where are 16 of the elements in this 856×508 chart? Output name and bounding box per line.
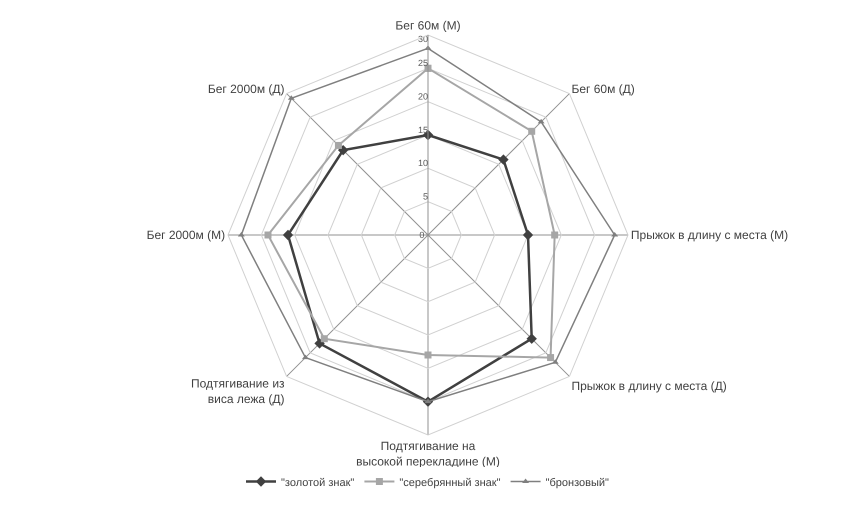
spoke-label: Прыжок в длину с места (М) bbox=[630, 228, 788, 242]
legend-label: "бронзовый" bbox=[546, 476, 610, 489]
spoke-label: Прыжок в длину с места (Д) bbox=[571, 378, 727, 393]
legend-label: "серебрянный знак" bbox=[399, 476, 501, 489]
spoke-label: Бег 2000м (М) bbox=[146, 228, 226, 242]
spoke-label: Подтягивание из виса лежа (Д) bbox=[190, 376, 286, 406]
y-tick-label: 20 bbox=[418, 91, 428, 102]
y-tick-label: 15 bbox=[418, 124, 428, 135]
spoke-label: Бег 60м (Д) bbox=[571, 82, 635, 96]
y-tick-label: 10 bbox=[418, 158, 428, 168]
spoke-label: Бег 2000м (Д) bbox=[208, 82, 285, 96]
spoke-label: Бег 60м (М) bbox=[395, 18, 461, 33]
y-tick-label: 25 bbox=[418, 58, 428, 68]
y-tick-label: 5 bbox=[422, 191, 428, 202]
spoke-label: Подтягивание на высокой перекладине (М) bbox=[356, 438, 500, 468]
legend-label: "золотой знак" bbox=[281, 476, 354, 489]
